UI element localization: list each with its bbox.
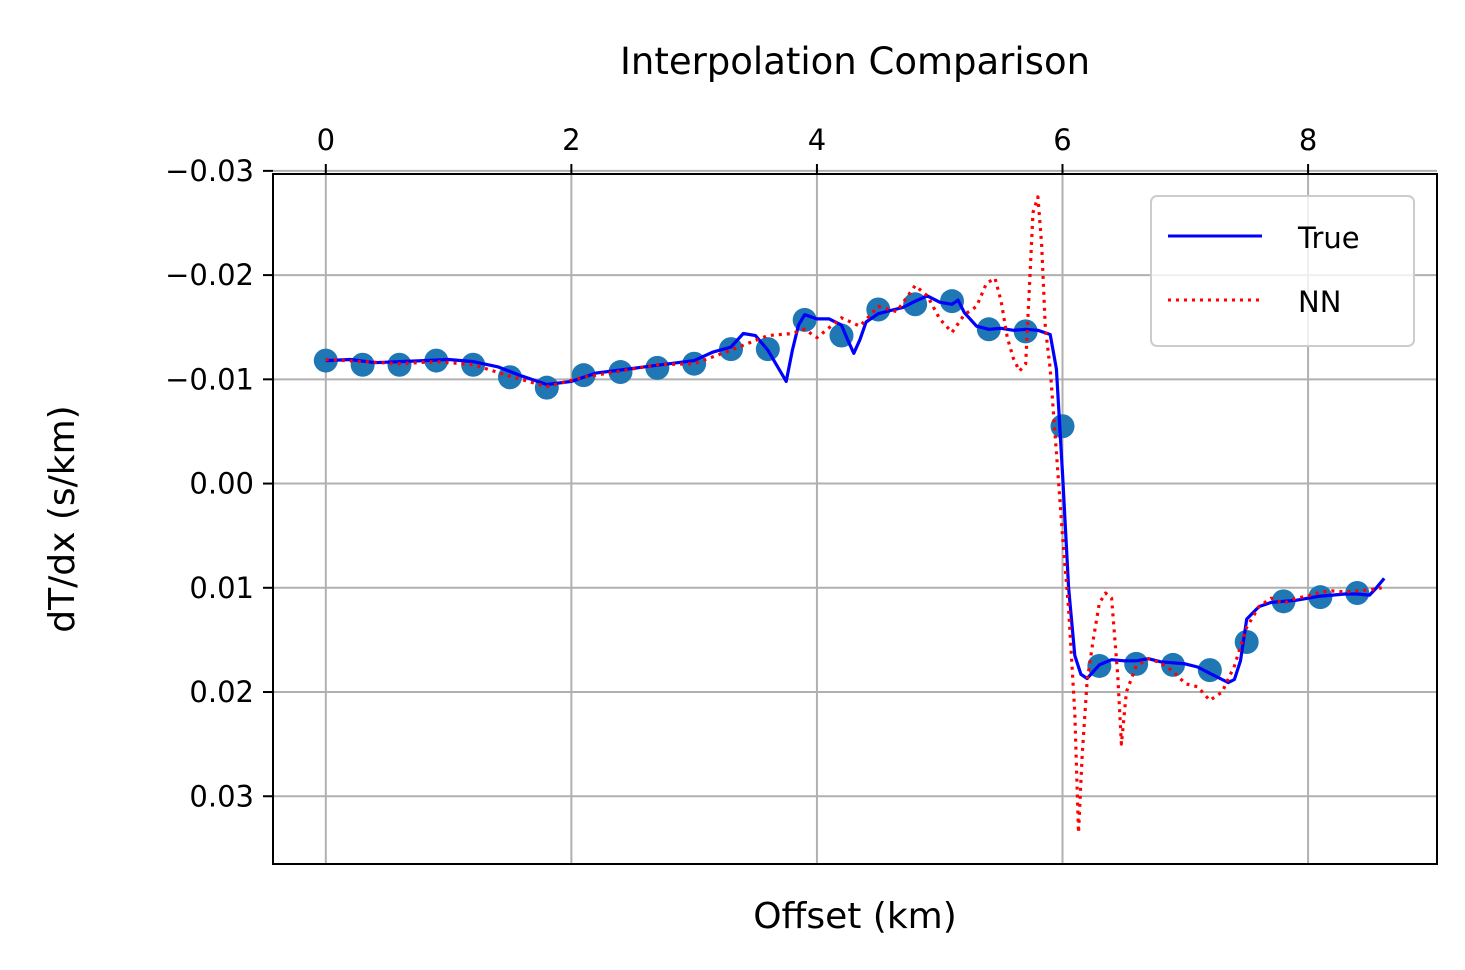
nn-series-line xyxy=(325,195,1382,835)
y-axis-title: dT/dx (s/km) xyxy=(42,405,83,632)
x-tick-label: 0 xyxy=(317,123,335,157)
x-tick-label: 6 xyxy=(1053,123,1071,157)
sample-point xyxy=(1124,651,1149,676)
sample-point xyxy=(940,289,964,314)
x-tick-label: 4 xyxy=(808,123,826,157)
chart-title: Interpolation Comparison xyxy=(620,40,1090,83)
sample-point xyxy=(1234,629,1259,654)
legend-true-label: True xyxy=(1297,221,1360,255)
y-tick-label: 0.00 xyxy=(189,467,254,501)
x-tick-label: 2 xyxy=(562,123,580,157)
x-tick-label: 8 xyxy=(1299,123,1317,157)
y-tick-label: −0.01 xyxy=(165,362,254,396)
sample-point xyxy=(718,337,743,362)
legend-box xyxy=(1150,195,1415,347)
sample-point xyxy=(461,352,486,377)
x-axis-title: Offset (km) xyxy=(753,896,957,937)
axes-frame xyxy=(272,173,1438,865)
sample-point xyxy=(866,297,891,322)
legend-nn-label: NN xyxy=(1298,285,1341,319)
y-tick-label: −0.03 xyxy=(165,154,254,188)
sample-point xyxy=(1050,414,1075,439)
y-tick-label: 0.03 xyxy=(189,779,254,813)
sample-point xyxy=(645,355,670,380)
y-tick-label: 0.02 xyxy=(189,675,254,709)
sample-point xyxy=(571,363,596,388)
y-tick-label: 0.01 xyxy=(189,571,254,605)
legend: True NN xyxy=(1150,195,1415,347)
plot-area xyxy=(313,195,1386,835)
y-tick-label: −0.02 xyxy=(165,258,254,292)
sample-point xyxy=(350,352,375,377)
sample-point xyxy=(608,360,633,385)
sample-point xyxy=(1161,652,1186,677)
ticks: 0 2 4 6 8 −0.03 −0.02 −0.01 0.00 0.01 0.02 0.03 xyxy=(165,123,1317,813)
